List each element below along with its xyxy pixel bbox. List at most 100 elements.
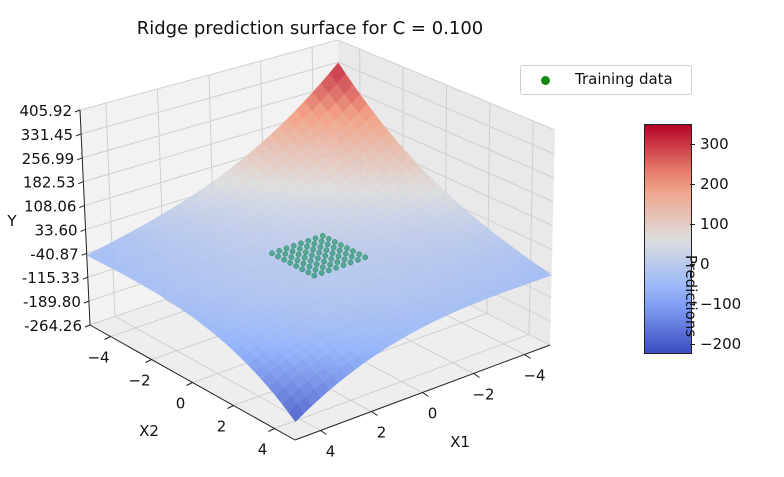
training-point — [301, 254, 308, 261]
training-point — [316, 249, 323, 256]
training-point — [350, 248, 356, 254]
training-point — [287, 259, 293, 266]
wall-grid-x2 — [528, 120, 534, 335]
training-point — [299, 266, 306, 273]
training-point — [294, 257, 301, 264]
training-point — [344, 245, 350, 251]
x1-tick-mark — [422, 392, 429, 397]
z-tick-mark — [77, 157, 83, 161]
x2-tick-mark — [145, 359, 152, 363]
legend: Training data — [520, 65, 692, 95]
floor-grid-x2 — [274, 334, 530, 429]
z-tick-label: -189.80 — [23, 293, 81, 311]
training-point — [355, 257, 361, 263]
training-point — [305, 269, 312, 276]
x1-tick-label: −2 — [472, 386, 494, 404]
z-axis-line — [79, 109, 91, 326]
training-point — [340, 262, 347, 268]
wall-grid-z-right — [338, 83, 555, 179]
x2-tick-mark — [186, 382, 193, 386]
wall-grid-z-left — [79, 39, 339, 111]
z-tick-label: -115.33 — [22, 269, 80, 287]
training-point — [321, 258, 327, 265]
training-point — [269, 250, 275, 257]
training-point — [348, 253, 355, 260]
x1-axis-label: X1 — [450, 433, 470, 451]
training-point — [325, 267, 332, 274]
z-tick-label: -264.26 — [24, 317, 82, 335]
z-tick-label: -40.87 — [30, 245, 78, 263]
training-point — [313, 261, 320, 267]
training-point — [282, 251, 289, 257]
training-point — [334, 259, 341, 265]
training-point — [311, 241, 318, 247]
colorbar-tick-label: 300 — [700, 135, 729, 153]
training-point — [310, 246, 316, 253]
training-point — [304, 243, 310, 250]
x1-tick-label: 0 — [428, 405, 438, 423]
training-point — [336, 247, 343, 254]
z-tick-mark — [75, 133, 82, 137]
colorbar-tick-label: 200 — [700, 175, 729, 193]
training-point — [302, 249, 309, 255]
z-tick-mark — [82, 276, 88, 280]
training-point — [275, 253, 281, 260]
wall-grid-z-right — [338, 61, 555, 155]
training-point — [330, 244, 337, 251]
colorbar-tick-mark — [690, 184, 695, 185]
x2-tick-mark — [227, 405, 234, 409]
training-point — [293, 263, 300, 269]
training-point — [323, 247, 330, 253]
z-tick-mark — [83, 300, 90, 304]
z-tick-mark — [78, 181, 84, 185]
x2-tick-label: 4 — [258, 441, 268, 459]
x2-tick-label: 2 — [217, 418, 227, 436]
training-point — [276, 247, 283, 254]
training-point — [356, 251, 362, 257]
training-point — [289, 248, 296, 255]
legend-marker-training-data — [541, 76, 550, 85]
training-point — [312, 266, 319, 273]
colorbar-label: Predictions — [682, 254, 700, 338]
colorbar-tick-mark — [690, 224, 695, 225]
x2-tick-label: −2 — [128, 372, 150, 390]
x2-tick-label: −4 — [87, 349, 109, 367]
training-point — [300, 260, 307, 267]
training-point — [311, 272, 318, 279]
colorbar-tick-label: 0 — [700, 255, 710, 273]
z-tick-label: 182.53 — [23, 174, 76, 192]
z-tick-label: 256.99 — [22, 150, 75, 168]
x1-tick-label: −4 — [523, 367, 545, 385]
wall-grid-z-right — [337, 39, 556, 131]
colorbar-tick-mark — [690, 304, 695, 305]
x2-tick-label: 0 — [176, 395, 186, 413]
training-point — [335, 253, 342, 260]
x2-tick-mark — [268, 428, 275, 432]
legend-label-training-data: Training data — [575, 70, 673, 88]
training-point — [307, 258, 314, 264]
z-axis-label: Y — [6, 212, 17, 230]
training-point — [312, 235, 319, 242]
wall-grid-z-left — [80, 61, 339, 135]
training-point — [296, 246, 303, 252]
x2-axis-label: X2 — [139, 422, 159, 440]
training-point — [319, 232, 326, 239]
training-point — [342, 250, 349, 257]
training-point — [347, 259, 354, 266]
z-tick-mark — [74, 109, 81, 113]
wall-grid-x1 — [105, 102, 116, 317]
training-point — [338, 242, 344, 248]
colorbar-tick-label: 100 — [700, 215, 729, 233]
z-tick-mark — [79, 205, 85, 209]
z-tick-mark — [84, 324, 91, 328]
colorbar-tick-mark — [690, 344, 695, 345]
training-point — [319, 264, 326, 271]
training-point — [322, 252, 329, 259]
x2-tick-mark — [104, 336, 111, 340]
training-point — [283, 245, 290, 252]
training-point — [306, 263, 313, 270]
training-point — [318, 270, 325, 276]
training-point — [281, 256, 287, 263]
chart-title: Ridge prediction surface for C = 0.100 — [136, 18, 484, 39]
